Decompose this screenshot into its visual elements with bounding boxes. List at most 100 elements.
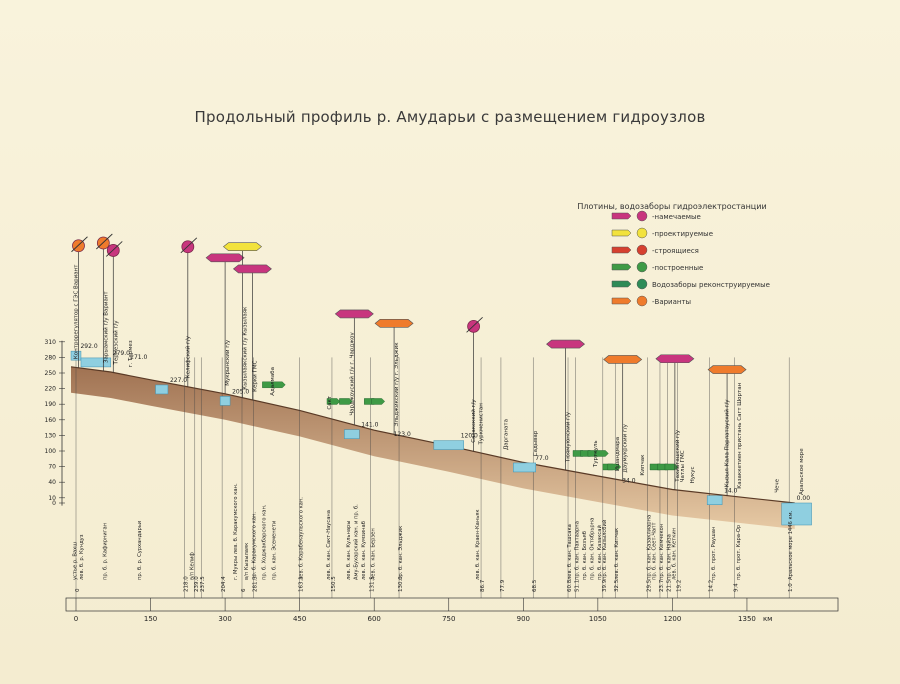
canal-label-bottom: пр. б. кан. Октябрьрна [589,518,595,580]
canal-label-bottom: Аральское море 1446 км. [788,510,794,580]
canal-label-bottom: пр. б. кан. Казаклиарна [647,515,653,580]
location-label-top: Керки ГМС [252,360,258,392]
location-label-top: Чарджоуский г/у г. Чарджоу [348,331,355,415]
structure-strike [71,236,88,253]
water-level-label: 120.0 [461,433,478,440]
canal-label-bottom: лев. б. кан. Ташсака [567,524,573,580]
reservoir [513,462,536,473]
water-level-label: 279.0 [113,350,130,357]
location-label-top: Келифский г/у [184,335,191,378]
location-label-top: Кипчак [640,454,646,476]
x-tick-label: 450 [293,615,306,623]
location-label-top: Садывар [533,430,539,456]
intake-flag [595,450,609,457]
distance-value: 21.5 [666,579,672,592]
x-unit-label: км [763,615,773,623]
structure-flag [603,355,643,364]
canal-label-bottom: пр. б. р. Сурхандарьи [137,521,143,580]
reservoir [344,429,360,439]
x-tick-label: 750 [442,615,455,623]
water-level-label: 123.0 [394,431,411,438]
water-level-label: 271.0 [130,354,147,361]
location-label-top: Кызылаякский г/у Кызылаяк [241,306,248,390]
location-label-top: Контрорегулятор с ГЭС Вариант [74,264,80,359]
y-tick-label: 100 [45,448,57,455]
location-label-top: Турткуль [593,440,599,468]
legend-swatch-circle [636,261,648,273]
location-label-top: Чатлы ГМС [680,450,686,482]
legend-label: -намечаемые [652,213,701,221]
y-tick-label: 250 [45,370,57,377]
structure-flag [707,365,747,374]
km-scale-frame [65,597,839,612]
legend-label: -проектируемые [652,230,713,238]
canal-label-bottom: г. Мукры лев. б. Каракумского кан. [233,483,239,580]
location-label-top: Адалмаба [270,367,276,396]
canal-label-bottom: пр. б. кан. Кемчекон [659,524,665,580]
distance-value: 1.0 [788,583,794,592]
intake-flag [272,381,286,388]
structure-strike [105,241,123,257]
distance-value: 237.5 [200,576,206,592]
canal-label-bottom: лев. б. кан. Кеткин [671,528,677,580]
location-label-top: г. Термез [128,340,134,367]
location-label-top: Чече [774,478,780,492]
distance-value: 14.2 [709,580,715,592]
canal-label-bottom: пр. б. Каракумского кан. [251,512,257,580]
x-tick-label: 150 [144,615,157,623]
location-label-top: Мукрынский г/у [224,339,231,386]
structure-strike [96,233,113,250]
legend-item: -проектируемые [611,227,713,239]
reservoir [219,396,231,406]
canal-label-bottom: пр. б. кан. Бозъяб [582,531,588,580]
location-label-top: Тюямуюнский г/у [565,411,572,463]
location-label-top: Эльджикский г/у г. Эльджик [393,342,400,427]
location-label-top: Кызыл-Кала Парлатауский г/у [724,399,731,488]
water-level-label: 77.0 [535,455,549,462]
location-label-top: Нукус [690,466,696,483]
x-tick-label: 900 [517,615,530,623]
distance-value: 51.1 [574,580,580,592]
canal-label-bottom: пр. б. прот. Кара-Ор [736,524,742,580]
x-tick-label: 0 [74,615,78,623]
structure-strike [466,317,483,333]
legend-item: -Варианты [611,295,691,307]
location-label-top: Зарыамский г/у Вариант [102,291,109,363]
y-tick-label: 220 [45,386,57,393]
legend-label: -строящиеся [652,247,699,255]
canal-label-bottom: пр. б. кан. Эсеменети [271,521,277,580]
intake-flag [326,398,341,405]
y-tick-label: 190 [45,401,57,408]
canal-label-bottom: пр. б. кан. Найза [665,534,672,580]
distance-value: 131.5 [370,576,376,592]
legend-swatch-flag [611,297,632,305]
canal-label-bottom: пр. б. прот. Раушан [711,527,717,580]
structure-flag [205,253,245,263]
y-tick-label: 40 [48,479,56,486]
distance-value: 60.8 [567,579,573,592]
legend-label: -Варианты [652,298,691,306]
water-level-label: 34.0 [622,477,636,484]
y-tick-label: 70 [48,464,56,471]
water-level-label: 14.0 [724,488,738,495]
reservoir [706,495,723,505]
canal-label-bottom: пр. б. Ходжакбарского кан. [261,504,267,580]
x-tick-label: 1200 [663,615,681,623]
reservoir [781,502,812,526]
distance-value: 130.0 [398,576,404,592]
intake-flag [339,398,353,405]
location-label-top: Туркменистан [479,403,485,446]
distance-value: 204.4 [221,576,227,592]
distance-value: 281.3 [252,576,258,592]
structure-flag [374,319,414,328]
y-tick-label: 280 [45,354,57,361]
canal-label-bottom: пр. б. кан. Пахтаарна [574,521,580,580]
water-level-label: 227.0 [170,377,187,384]
canal-label-bottom: лев. б. кан. Берзен [371,528,377,580]
canal-label-bottom: лев. б. кан. Кипчак [614,528,620,580]
x-tick-label: 1350 [738,615,756,623]
distance-value: 163.1 [299,576,305,592]
legend-swatch-flag [611,263,632,271]
legend-item: -построенные [611,261,703,273]
water-level-label: 141.0 [361,422,378,429]
